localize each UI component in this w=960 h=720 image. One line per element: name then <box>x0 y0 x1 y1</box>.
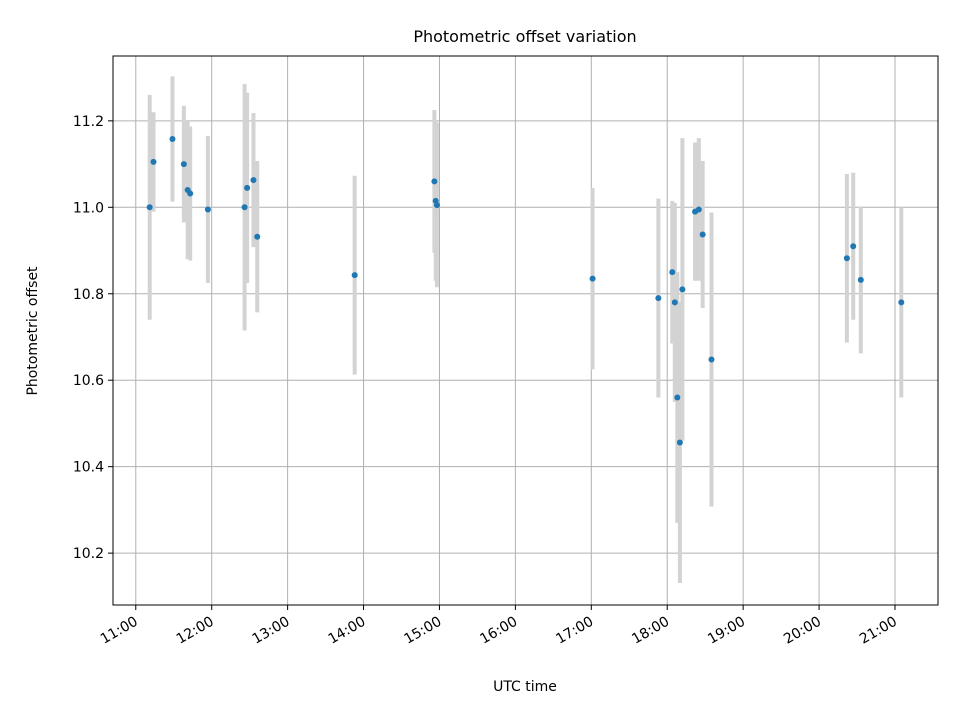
data-point <box>671 299 678 306</box>
data-point <box>433 202 440 209</box>
data-point <box>679 286 686 293</box>
data-point <box>241 204 248 211</box>
data-point <box>898 299 905 306</box>
y-tick-label: 10.8 <box>73 287 104 303</box>
y-tick-label: 10.6 <box>73 373 104 389</box>
data-point <box>699 231 706 238</box>
data-point <box>843 255 850 262</box>
data-points <box>146 135 905 446</box>
data-point <box>150 158 157 165</box>
data-point <box>857 276 864 283</box>
x-axis-label: UTC time <box>493 679 557 695</box>
data-point <box>351 272 358 279</box>
data-point <box>204 206 211 213</box>
y-tick-label: 10.2 <box>73 546 104 562</box>
y-tick-label: 11.2 <box>73 114 104 130</box>
y-tick-label: 11.0 <box>73 200 104 216</box>
data-point <box>708 356 715 363</box>
chart-title: Photometric offset variation <box>413 27 636 46</box>
data-point <box>431 178 438 185</box>
plot-frame <box>112 55 939 606</box>
data-point <box>169 135 176 142</box>
y-axis-label: Photometric offset <box>25 266 41 396</box>
y-tick-label: 10.4 <box>73 460 104 476</box>
data-point <box>146 204 153 211</box>
data-point <box>676 439 683 446</box>
data-point <box>250 177 257 184</box>
data-point <box>669 269 676 276</box>
data-point <box>254 233 261 240</box>
data-point <box>180 161 187 168</box>
data-point <box>674 394 681 401</box>
data-point <box>655 295 662 302</box>
data-point <box>695 206 702 213</box>
data-point <box>589 275 596 282</box>
data-point <box>187 190 194 197</box>
data-point <box>850 243 857 250</box>
grid-lines <box>113 56 938 605</box>
data-point <box>244 184 251 191</box>
